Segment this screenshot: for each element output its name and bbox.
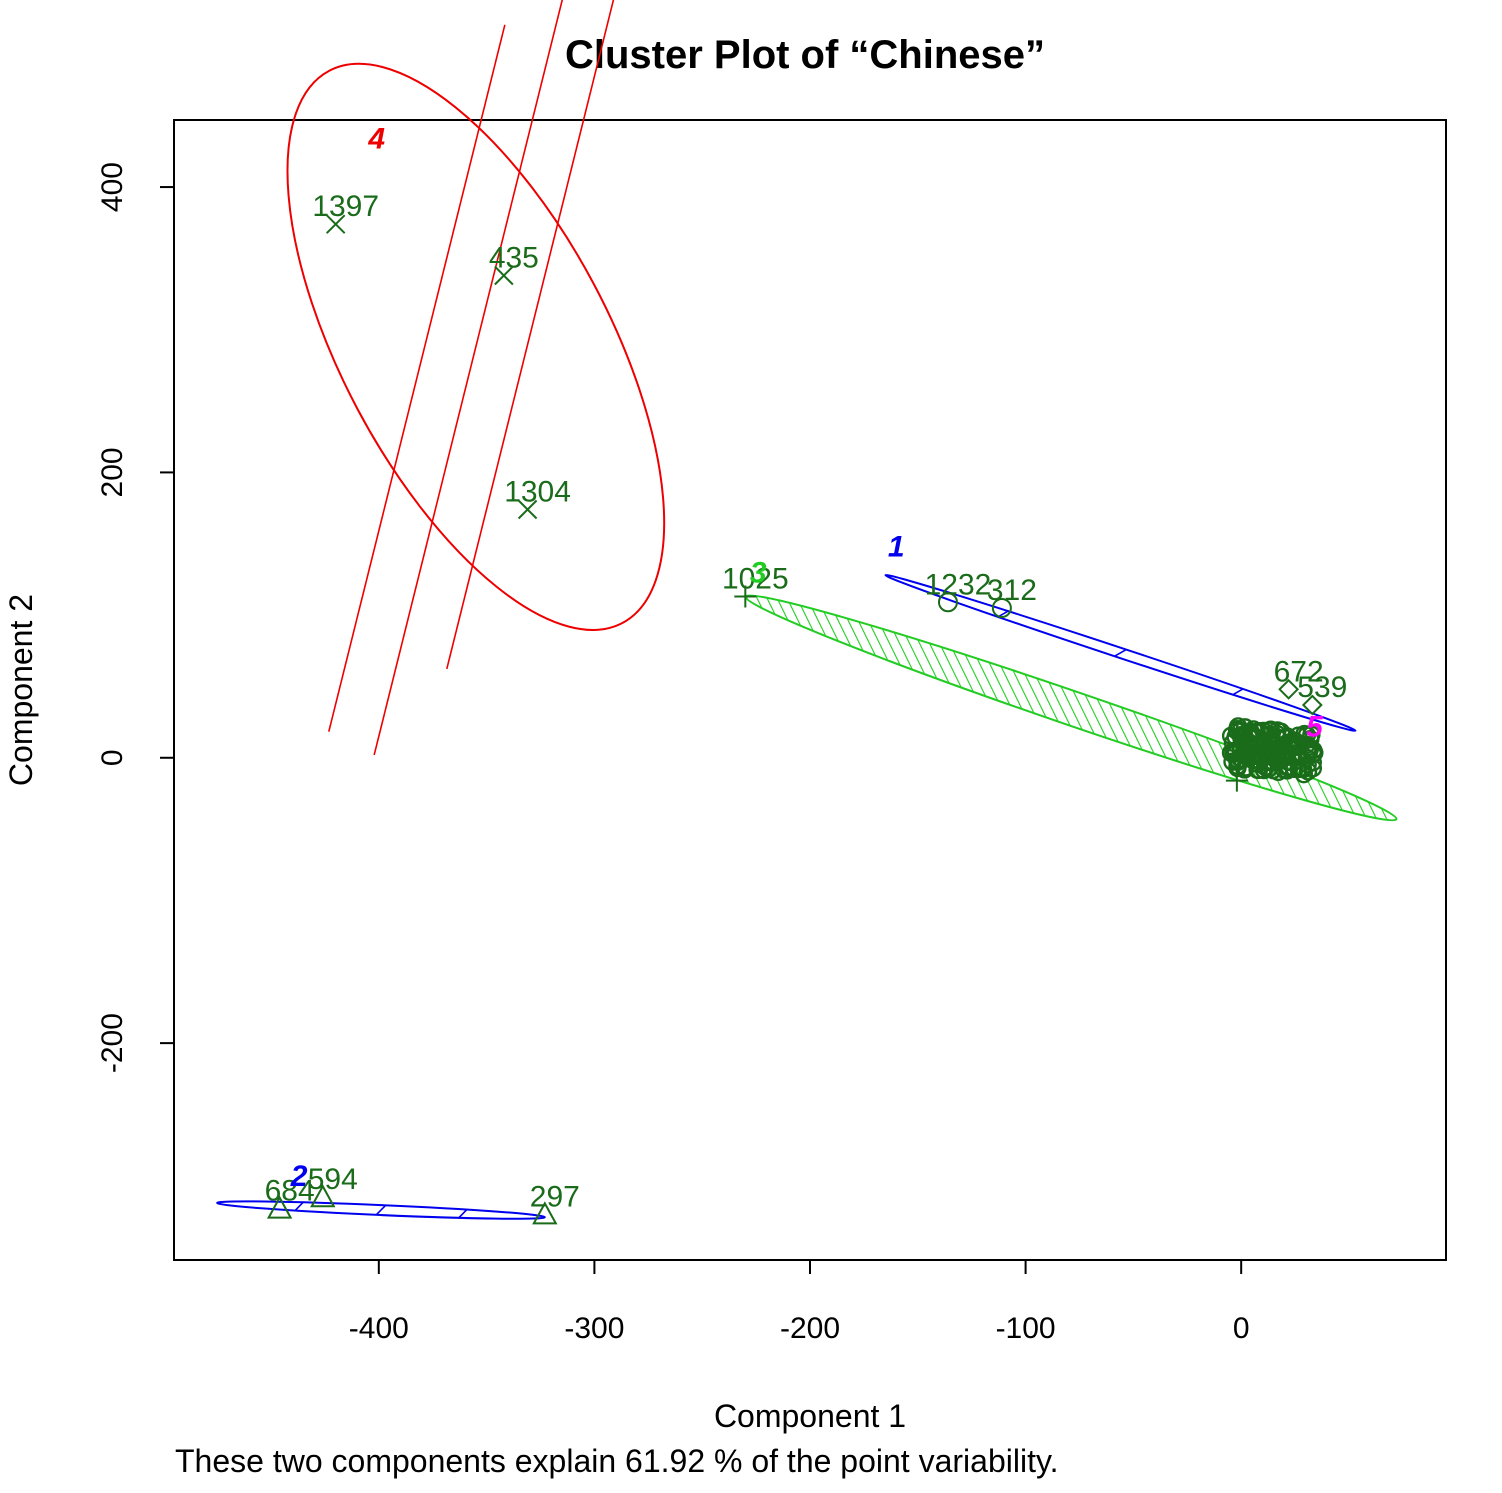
x-tick-label-2: -200 xyxy=(780,1312,840,1345)
y-axis-label: Component 2 xyxy=(3,594,39,786)
cluster-label-2: 2 xyxy=(290,1160,308,1193)
blob-point-127 xyxy=(1254,721,1273,741)
blob-point-138 xyxy=(1304,741,1323,760)
y-tick-label-0: -200 xyxy=(96,1013,129,1073)
point-label-1232: 1232 xyxy=(925,568,992,601)
cluster-3-ellipse xyxy=(744,594,1398,822)
variability-note: These two components explain 61.92 % of … xyxy=(175,1443,1058,1479)
blob-point-121 xyxy=(1294,764,1314,784)
blob-point-131 xyxy=(1271,722,1291,742)
cluster-4-point-1 xyxy=(494,265,514,286)
x-tick-label-0: -400 xyxy=(349,1312,409,1345)
cluster-2-point-0 xyxy=(266,1195,293,1219)
y-tick-label-2: 200 xyxy=(96,447,129,497)
x-tick-label-3: -100 xyxy=(996,1312,1056,1345)
blob-point-117 xyxy=(1298,762,1318,781)
cluster-3-point-0 xyxy=(734,585,757,608)
plot-frame xyxy=(173,119,1447,1261)
cluster-label-4: 4 xyxy=(367,123,385,156)
point-label-684: 684 xyxy=(265,1175,315,1208)
cluster-label-1: 1 xyxy=(888,531,905,564)
cluster-4-shade-3 xyxy=(446,0,624,670)
point-label-672: 672 xyxy=(1274,655,1324,688)
blob-point-133 xyxy=(1248,754,1268,774)
cluster-3-point-1 xyxy=(1225,769,1248,792)
blob-point-97 xyxy=(1261,720,1280,739)
point-label-1397: 1397 xyxy=(312,190,379,223)
point-label-1025: 1025 xyxy=(722,563,789,596)
x-tick-label-4: 0 xyxy=(1233,1312,1250,1345)
cluster-1-ellipse-group xyxy=(884,573,1357,732)
cluster-1-point-1 xyxy=(991,597,1012,618)
point-label-594: 594 xyxy=(308,1163,358,1196)
axis-ticks: -400 -300 -200 -100 0 -200 0 200 400 xyxy=(96,162,1250,1345)
point-label-539: 539 xyxy=(1297,671,1347,704)
cluster-2-ellipse xyxy=(216,1200,546,1220)
cluster-1-ellipse xyxy=(884,573,1357,732)
cluster-2-shade-3 xyxy=(458,1208,468,1219)
cluster-label-5: 5 xyxy=(1306,710,1324,743)
x-tick-label-1: -300 xyxy=(564,1312,624,1345)
point-label-297: 297 xyxy=(530,1180,580,1213)
cluster-labels: 1 2 3 4 5 xyxy=(290,123,1324,1193)
cluster-1-shade-3 xyxy=(1232,688,1244,696)
cluster-4-shade-2 xyxy=(373,0,579,756)
cluster-2-ellipse-group xyxy=(216,1200,546,1220)
y-tick-label-3: 400 xyxy=(96,162,129,212)
cluster-1-point-0 xyxy=(937,592,958,613)
cluster-2-shade-1 xyxy=(294,1201,304,1212)
blob-point-129 xyxy=(1228,750,1248,770)
chart-title: Cluster Plot of “Chinese” xyxy=(565,33,1045,77)
cluster-4-point-2 xyxy=(517,499,538,520)
cluster-5-point-1 xyxy=(1301,694,1323,716)
point-label-1304: 1304 xyxy=(504,476,571,509)
cluster-4-shade-1 xyxy=(328,24,506,732)
blob-point-137 xyxy=(1232,729,1251,749)
point-label-435: 435 xyxy=(489,242,539,275)
cluster-1-shade-2 xyxy=(1114,648,1127,657)
cluster-label-3: 3 xyxy=(750,556,767,589)
cluster-ellipses xyxy=(216,0,1398,1220)
cluster-5-point-0 xyxy=(1278,678,1300,700)
x-axis-label: Component 1 xyxy=(714,1398,906,1434)
cluster-2-shade-2 xyxy=(375,1204,387,1216)
y-tick-label-1: 0 xyxy=(96,749,129,766)
blob-point-139 xyxy=(1249,747,1269,766)
cluster-4-ellipse-group xyxy=(286,0,666,756)
cluster-2-point-1 xyxy=(310,1184,336,1208)
cluster-4-point-0 xyxy=(325,214,346,234)
cluster-3-ellipse-group xyxy=(744,594,1398,822)
point-label-312: 312 xyxy=(987,574,1037,607)
cluster-2-point-2 xyxy=(532,1201,558,1225)
